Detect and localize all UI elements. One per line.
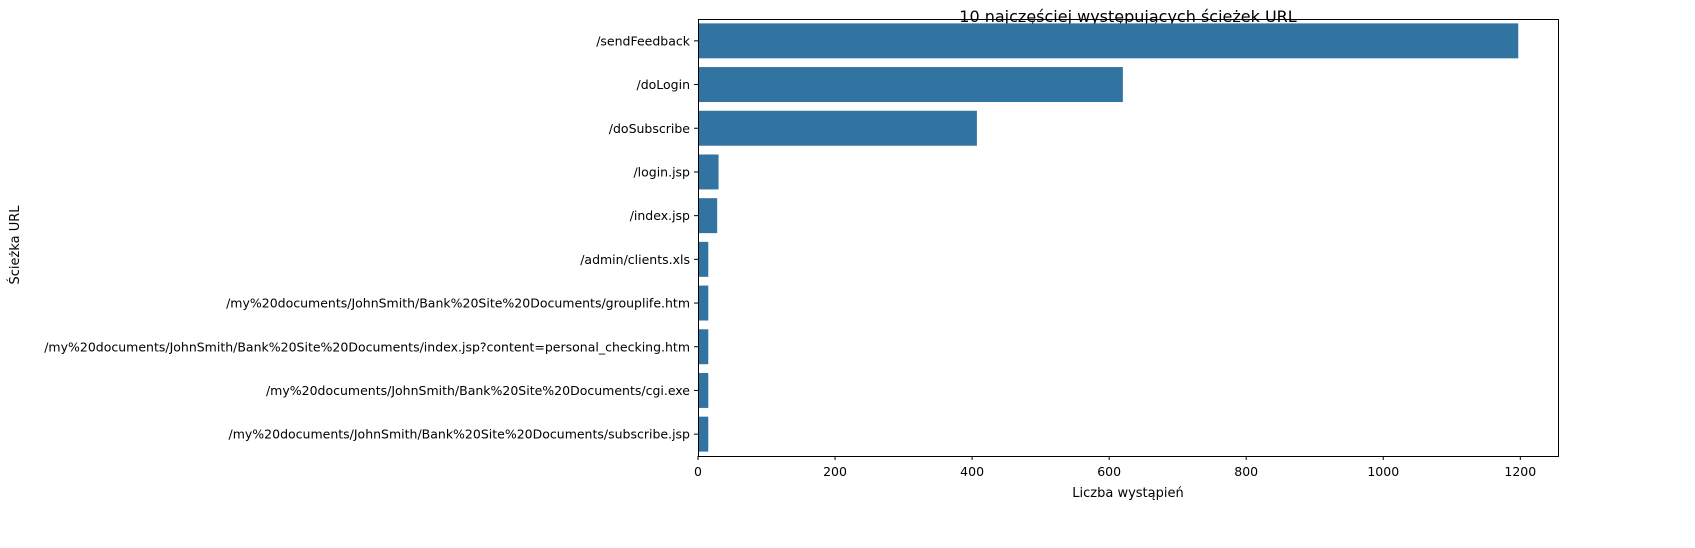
- x-axis-ticks: 0 200 400 600 800 1000 1200: [694, 456, 1536, 479]
- bar: [698, 285, 709, 321]
- y-tick-label: /my%20documents/JohnSmith/Bank%20Site%20…: [44, 339, 690, 354]
- y-tick-label: /admin/clients.xls: [580, 252, 690, 267]
- y-axis-ticks: /sendFeedback/doLogin/doSubscribe/login.…: [44, 33, 698, 442]
- y-tick-label: /doLogin: [636, 77, 690, 92]
- x-tick-label: 800: [1234, 464, 1258, 479]
- y-axis-label: Ścieżka URL: [7, 205, 23, 285]
- bar: [698, 372, 709, 408]
- x-tick-label: 600: [1097, 464, 1121, 479]
- bar: [698, 416, 709, 452]
- bar: [698, 154, 719, 190]
- bar: [698, 110, 977, 146]
- y-tick-label: /index.jsp: [630, 208, 690, 223]
- x-tick-label: 1000: [1367, 464, 1399, 479]
- y-tick-label: /doSubscribe: [609, 121, 691, 136]
- bar: [698, 23, 1519, 59]
- x-tick-label: 1200: [1504, 464, 1536, 479]
- y-tick-label: /my%20documents/JohnSmith/Bank%20Site%20…: [266, 383, 690, 398]
- x-axis-label: Liczba wystąpień: [1072, 486, 1183, 501]
- bar: [698, 241, 709, 277]
- bar: [698, 198, 718, 234]
- bar: [698, 329, 709, 365]
- y-tick-label: /my%20documents/JohnSmith/Bank%20Site%20…: [229, 427, 691, 442]
- bar: [698, 67, 1123, 103]
- x-tick-label: 400: [960, 464, 984, 479]
- plot-frame: [698, 19, 1559, 457]
- y-tick-label: /login.jsp: [633, 164, 690, 179]
- bars-group: [698, 23, 1519, 452]
- chart-title: 10 najczęściej występujących ścieżek URL: [959, 7, 1297, 26]
- y-tick-label: /my%20documents/JohnSmith/Bank%20Site%20…: [226, 296, 690, 311]
- y-tick-label: /sendFeedback: [596, 33, 691, 48]
- x-tick-label: 200: [823, 464, 847, 479]
- x-tick-label: 0: [694, 464, 702, 479]
